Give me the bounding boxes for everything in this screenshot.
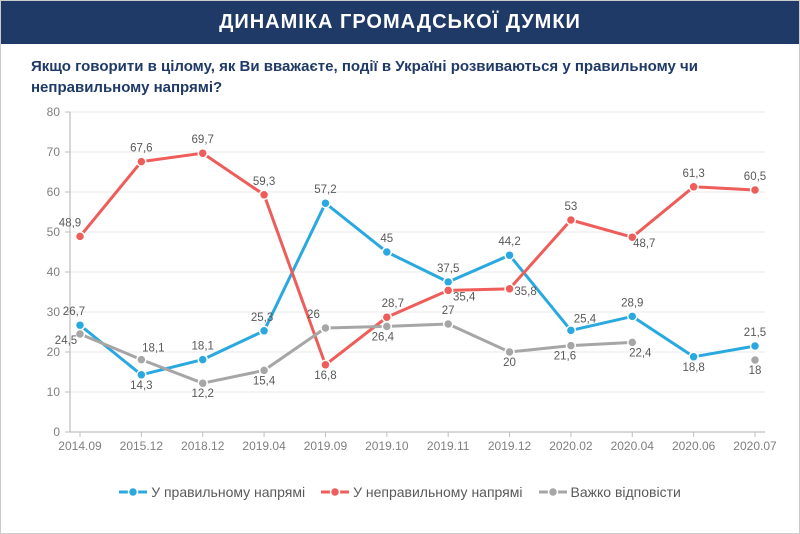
svg-text:25,3: 25,3 [251,312,273,324]
svg-text:18: 18 [749,365,762,377]
svg-text:24,5: 24,5 [55,335,77,347]
svg-text:2018.12: 2018.12 [181,439,225,453]
svg-text:57,2: 57,2 [314,184,336,196]
svg-text:2020.04: 2020.04 [611,439,655,453]
svg-text:10: 10 [47,385,61,399]
svg-text:2020.07: 2020.07 [733,439,777,453]
chart-area: 010203040506070802014.092015.122018.1220… [20,102,780,482]
svg-text:35,8: 35,8 [514,286,536,298]
legend-item: У неправильному напрямі [321,484,522,500]
legend-swatch [321,486,349,498]
svg-text:2020.02: 2020.02 [549,439,593,453]
legend-label: У неправильному напрямі [353,484,522,500]
svg-text:2019.09: 2019.09 [304,439,348,453]
svg-text:60,5: 60,5 [744,171,766,183]
svg-text:0: 0 [53,425,60,439]
svg-text:21,5: 21,5 [744,327,766,339]
svg-text:61,3: 61,3 [682,168,704,180]
svg-text:21,6: 21,6 [554,351,576,363]
svg-text:2014.09: 2014.09 [58,439,102,453]
legend-label: У правильному напрямі [151,484,305,500]
svg-text:20: 20 [503,357,516,369]
svg-text:2015.12: 2015.12 [120,439,164,453]
svg-text:15,4: 15,4 [253,375,276,387]
svg-text:22,4: 22,4 [629,347,652,359]
line-chart: 010203040506070802014.092015.122018.1220… [20,102,780,482]
svg-text:37,5: 37,5 [437,263,459,275]
svg-text:48,9: 48,9 [59,217,81,229]
svg-text:80: 80 [47,105,61,119]
legend-swatch [539,486,567,498]
svg-text:30: 30 [47,305,61,319]
svg-text:40: 40 [47,265,61,279]
svg-text:12,2: 12,2 [192,388,214,400]
chart-question: Якщо говорити в цілому, як Ви вважаєте, … [1,44,799,102]
svg-text:25,4: 25,4 [574,313,597,325]
svg-text:18,1: 18,1 [142,343,164,355]
svg-text:69,7: 69,7 [192,134,214,146]
svg-text:67,6: 67,6 [130,143,152,155]
svg-text:70: 70 [47,145,61,159]
svg-text:2019.10: 2019.10 [365,439,409,453]
svg-text:45: 45 [380,233,393,245]
svg-text:2019.04: 2019.04 [242,439,286,453]
legend-label: Важко відповісти [571,484,681,500]
page-title: ДИНАМІКА ГРОМАДСЬКОЇ ДУМКИ [1,1,799,44]
svg-text:48,7: 48,7 [633,238,655,250]
svg-text:60: 60 [47,185,61,199]
svg-text:16,8: 16,8 [314,370,336,382]
svg-text:20: 20 [47,345,61,359]
svg-text:53: 53 [565,201,578,213]
svg-text:14,3: 14,3 [130,380,152,392]
legend: У правильному напрямі У неправильному нап… [1,482,799,501]
svg-text:2019.11: 2019.11 [427,439,470,453]
svg-text:18,1: 18,1 [192,341,214,353]
svg-text:35,4: 35,4 [453,291,476,303]
svg-text:2019.12: 2019.12 [488,439,532,453]
legend-item: Важко відповісти [539,484,681,500]
svg-text:28,7: 28,7 [382,298,404,310]
svg-text:26: 26 [307,309,320,321]
svg-text:27: 27 [442,305,455,317]
legend-swatch [119,486,147,498]
svg-text:18,8: 18,8 [682,362,704,374]
svg-text:2020.06: 2020.06 [672,439,716,453]
svg-text:26,4: 26,4 [372,331,395,343]
svg-text:44,2: 44,2 [498,236,520,248]
svg-text:28,9: 28,9 [621,297,643,309]
svg-text:59,3: 59,3 [253,176,275,188]
legend-item: У правильному напрямі [119,484,305,500]
svg-text:26,7: 26,7 [63,306,85,318]
